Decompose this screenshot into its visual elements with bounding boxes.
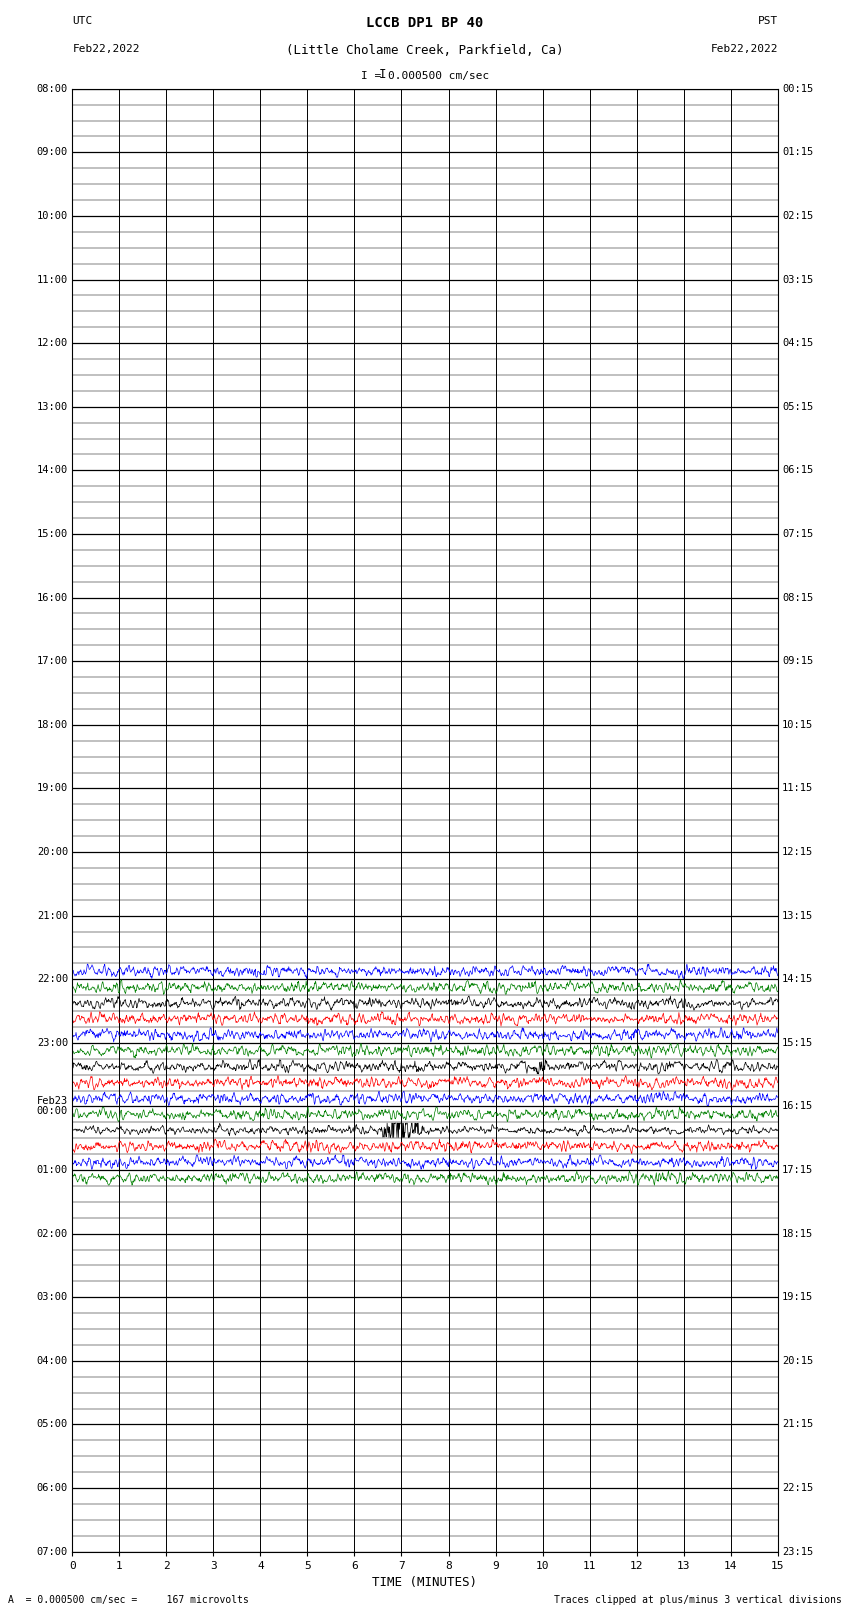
Text: 16:15: 16:15 bbox=[782, 1102, 813, 1111]
Text: 18:15: 18:15 bbox=[782, 1229, 813, 1239]
Text: 21:00: 21:00 bbox=[37, 911, 68, 921]
Text: 14:15: 14:15 bbox=[782, 974, 813, 984]
Text: 20:00: 20:00 bbox=[37, 847, 68, 857]
Text: 22:00: 22:00 bbox=[37, 974, 68, 984]
Text: 17:00: 17:00 bbox=[37, 656, 68, 666]
Text: LCCB DP1 BP 40: LCCB DP1 BP 40 bbox=[366, 16, 484, 31]
Text: 14:00: 14:00 bbox=[37, 466, 68, 476]
X-axis label: TIME (MINUTES): TIME (MINUTES) bbox=[372, 1576, 478, 1589]
Text: 21:15: 21:15 bbox=[782, 1419, 813, 1429]
Text: 11:00: 11:00 bbox=[37, 274, 68, 284]
Text: 04:15: 04:15 bbox=[782, 339, 813, 348]
Text: Feb22,2022: Feb22,2022 bbox=[711, 44, 778, 55]
Text: (Little Cholame Creek, Parkfield, Ca): (Little Cholame Creek, Parkfield, Ca) bbox=[286, 44, 564, 58]
Text: 11:15: 11:15 bbox=[782, 784, 813, 794]
Text: 08:15: 08:15 bbox=[782, 592, 813, 603]
Text: 00:00: 00:00 bbox=[37, 1107, 68, 1116]
Text: I: I bbox=[379, 68, 387, 81]
Text: 06:15: 06:15 bbox=[782, 466, 813, 476]
Text: Traces clipped at plus/minus 3 vertical divisions: Traces clipped at plus/minus 3 vertical … bbox=[553, 1595, 842, 1605]
Text: 03:15: 03:15 bbox=[782, 274, 813, 284]
Text: UTC: UTC bbox=[72, 16, 93, 26]
Text: 05:15: 05:15 bbox=[782, 402, 813, 411]
Text: 15:00: 15:00 bbox=[37, 529, 68, 539]
Text: 08:00: 08:00 bbox=[37, 84, 68, 94]
Text: 09:15: 09:15 bbox=[782, 656, 813, 666]
Text: A  = 0.000500 cm/sec =     167 microvolts: A = 0.000500 cm/sec = 167 microvolts bbox=[8, 1595, 249, 1605]
Text: 02:15: 02:15 bbox=[782, 211, 813, 221]
Text: 23:15: 23:15 bbox=[782, 1547, 813, 1557]
Text: Feb23: Feb23 bbox=[37, 1097, 68, 1107]
Text: 15:15: 15:15 bbox=[782, 1037, 813, 1048]
Text: 16:00: 16:00 bbox=[37, 592, 68, 603]
Text: PST: PST bbox=[757, 16, 778, 26]
Text: 07:15: 07:15 bbox=[782, 529, 813, 539]
Text: I = 0.000500 cm/sec: I = 0.000500 cm/sec bbox=[361, 71, 489, 81]
Text: 19:15: 19:15 bbox=[782, 1292, 813, 1302]
Text: 12:15: 12:15 bbox=[782, 847, 813, 857]
Text: 01:15: 01:15 bbox=[782, 147, 813, 158]
Text: 13:00: 13:00 bbox=[37, 402, 68, 411]
Text: 00:15: 00:15 bbox=[782, 84, 813, 94]
Text: 09:00: 09:00 bbox=[37, 147, 68, 158]
Text: 03:00: 03:00 bbox=[37, 1292, 68, 1302]
Text: 10:00: 10:00 bbox=[37, 211, 68, 221]
Text: 01:00: 01:00 bbox=[37, 1165, 68, 1174]
Text: 17:15: 17:15 bbox=[782, 1165, 813, 1174]
Text: 04:00: 04:00 bbox=[37, 1357, 68, 1366]
Text: 23:00: 23:00 bbox=[37, 1037, 68, 1048]
Text: 10:15: 10:15 bbox=[782, 719, 813, 729]
Text: 12:00: 12:00 bbox=[37, 339, 68, 348]
Text: 02:00: 02:00 bbox=[37, 1229, 68, 1239]
Text: 20:15: 20:15 bbox=[782, 1357, 813, 1366]
Text: 07:00: 07:00 bbox=[37, 1547, 68, 1557]
Text: 22:15: 22:15 bbox=[782, 1482, 813, 1494]
Text: 06:00: 06:00 bbox=[37, 1482, 68, 1494]
Text: 13:15: 13:15 bbox=[782, 911, 813, 921]
Text: 18:00: 18:00 bbox=[37, 719, 68, 729]
Text: 05:00: 05:00 bbox=[37, 1419, 68, 1429]
Text: 19:00: 19:00 bbox=[37, 784, 68, 794]
Text: Feb22,2022: Feb22,2022 bbox=[72, 44, 139, 55]
